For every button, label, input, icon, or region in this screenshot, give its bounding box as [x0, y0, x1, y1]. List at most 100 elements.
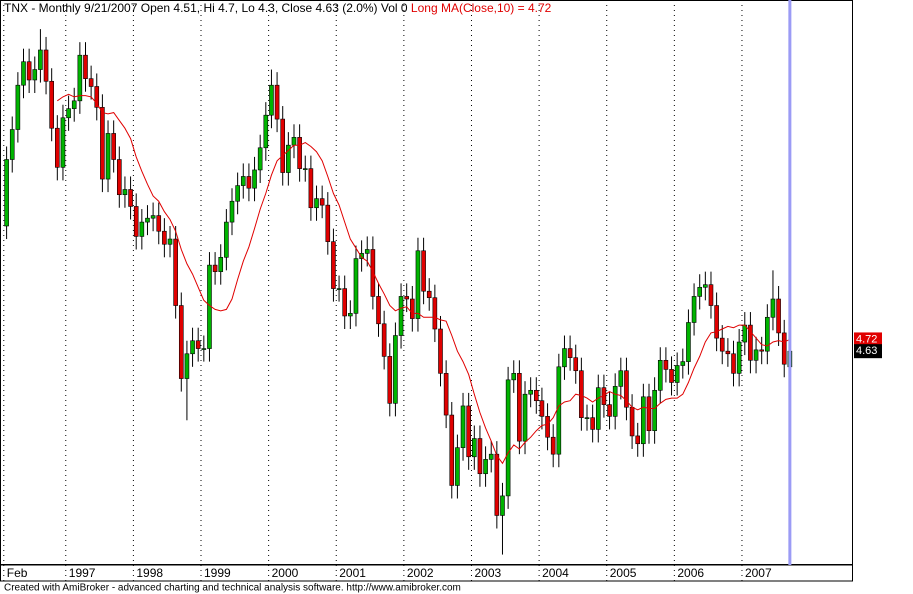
candle-body — [128, 189, 133, 207]
candle-body — [235, 185, 240, 202]
candle-body — [88, 78, 94, 87]
x-tick-label: 2005 — [610, 566, 637, 580]
candle-body — [314, 198, 319, 209]
candle-body — [348, 313, 353, 317]
candle-body — [562, 348, 567, 368]
candle-body — [32, 69, 38, 81]
candle-body — [178, 305, 184, 379]
candle-body — [150, 215, 156, 219]
candle-body — [511, 373, 517, 381]
candle-body — [55, 127, 60, 168]
candle-body — [624, 370, 629, 408]
candle-body — [590, 417, 595, 430]
candle-body — [370, 249, 376, 297]
candle-body — [522, 393, 528, 442]
candle-body — [545, 416, 550, 438]
candle-body — [364, 249, 370, 254]
candle-body — [43, 49, 49, 82]
candle-body — [229, 200, 235, 223]
candle-body — [612, 386, 618, 417]
candle-body — [26, 61, 32, 81]
candle-body — [342, 288, 348, 317]
candle-body — [573, 357, 579, 372]
candle-body — [708, 284, 714, 306]
candle-body — [663, 359, 669, 370]
candle-body — [703, 284, 708, 288]
candle-body — [584, 417, 590, 419]
candle-body — [500, 495, 505, 516]
candle-body — [15, 84, 21, 130]
candle-body — [212, 264, 218, 272]
candle-body — [145, 217, 150, 223]
candle-body — [274, 84, 280, 120]
x-axis-frame — [0, 564, 853, 582]
candle-body — [162, 230, 167, 245]
ma-value-label-box — [854, 332, 882, 347]
candle-body — [776, 298, 781, 334]
candle-body — [731, 353, 736, 374]
candle-body — [224, 221, 229, 258]
candle-body — [607, 404, 612, 417]
candle-body — [376, 296, 381, 325]
candle-body — [579, 370, 584, 418]
candle-body — [269, 84, 274, 116]
candle-body — [4, 159, 9, 227]
candle-body — [83, 54, 88, 79]
candle-body — [765, 316, 770, 352]
candle-body — [246, 176, 252, 189]
plot-frame — [0, 0, 853, 565]
candle-body — [742, 324, 748, 343]
candle-body — [117, 159, 122, 196]
candle-body — [629, 406, 635, 437]
candle-body — [415, 250, 421, 319]
candle-body — [252, 169, 257, 189]
candle-body — [567, 348, 573, 358]
x-tick-label: 2001 — [339, 566, 366, 580]
candle-body — [466, 405, 471, 458]
candle-body — [331, 241, 336, 289]
candle-body — [505, 379, 511, 497]
candle-body — [387, 356, 393, 404]
candle-body — [686, 322, 691, 362]
candle-body — [691, 296, 697, 323]
candle-body — [483, 459, 488, 475]
candle-body — [302, 168, 308, 170]
candle-body — [291, 137, 297, 146]
x-tick-label: 2000 — [272, 566, 299, 580]
candle-body — [477, 438, 483, 475]
candle-body — [528, 389, 533, 395]
candle-body — [49, 80, 54, 129]
candle-body — [674, 365, 680, 383]
candle-body — [353, 258, 359, 314]
candle-body — [218, 256, 224, 272]
candle-body — [336, 288, 342, 290]
candle-body — [381, 323, 387, 357]
candle-body — [190, 340, 195, 355]
candle-body — [139, 221, 145, 237]
candle-body — [455, 447, 460, 486]
candle-body — [494, 453, 500, 516]
x-tick-label: 2002 — [407, 566, 434, 580]
candle-body — [618, 370, 624, 387]
x-tick-label: 2007 — [745, 566, 772, 580]
candle-body — [725, 350, 731, 355]
candle-body — [133, 206, 139, 237]
candle-body — [308, 168, 314, 209]
candle-body — [449, 414, 455, 486]
candle-body — [669, 369, 674, 383]
close-value-label-box — [854, 344, 882, 359]
x-tick-label: Feb — [7, 566, 28, 580]
candle-body — [652, 389, 657, 432]
candle-body — [167, 238, 173, 245]
candle-body — [719, 337, 725, 352]
candle-body — [94, 86, 100, 108]
candle-body — [472, 438, 477, 458]
x-tick-label: 1998 — [136, 566, 163, 580]
candle-body — [38, 49, 43, 70]
candle-body — [184, 353, 190, 379]
candle-body — [297, 137, 302, 169]
candle-body — [21, 61, 26, 86]
x-tick-label: 2003 — [474, 566, 501, 580]
ma-line — [57, 93, 791, 465]
